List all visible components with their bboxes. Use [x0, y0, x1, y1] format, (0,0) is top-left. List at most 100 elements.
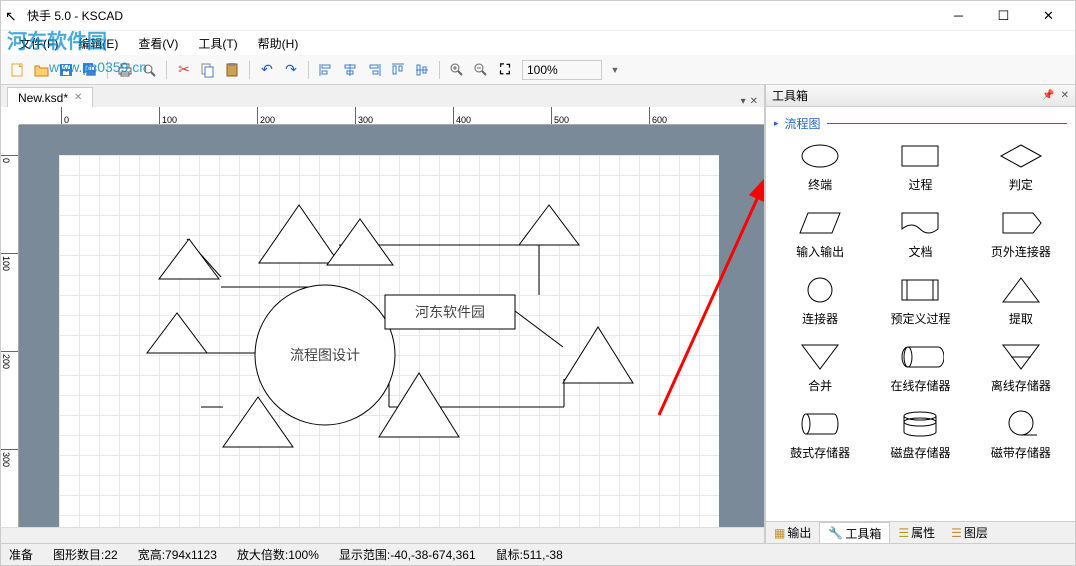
connector-shape[interactable]: 连接器	[774, 274, 866, 327]
zoom-in-icon[interactable]	[446, 59, 468, 81]
cut-icon[interactable]: ✂	[173, 59, 195, 81]
print-icon[interactable]	[114, 59, 136, 81]
paste-icon[interactable]	[221, 59, 243, 81]
ruler-tick: 0	[61, 107, 69, 125]
merge-shape-icon	[796, 341, 844, 373]
titlebar: ↖ 快手 5.0 - KSCAD ─ ☐ ✕	[1, 1, 1075, 31]
ruler-tick: 100	[159, 107, 177, 125]
zoom-out-icon[interactable]	[470, 59, 492, 81]
shape-label: 磁带存储器	[991, 444, 1051, 461]
predefined-shape[interactable]: 预定义过程	[874, 274, 966, 327]
new-icon[interactable]	[7, 59, 29, 81]
tab-close-all-icon[interactable]: ✕	[750, 96, 758, 107]
ruler-tick: 600	[649, 107, 667, 125]
shape-label: 离线存储器	[991, 377, 1051, 394]
tape-storage-shape[interactable]: 磁带存储器	[975, 408, 1067, 461]
shape-label: 预定义过程	[890, 310, 950, 327]
extract-shape[interactable]: 提取	[975, 274, 1067, 327]
zoom-value: 100%	[527, 63, 597, 77]
online-storage-shape[interactable]: 在线存储器	[874, 341, 966, 394]
menu-item[interactable]: 文件(F)	[9, 33, 68, 54]
align-left-icon[interactable]	[315, 59, 337, 81]
fit-icon[interactable]: ⛶	[494, 59, 516, 81]
ruler-horizontal: 0100200300400500600	[19, 107, 764, 125]
ruler-tick: 200	[1, 351, 19, 369]
panel-tab[interactable]: ☰图层	[943, 522, 996, 543]
zoom-dropdown-icon[interactable]: ▼	[604, 59, 626, 81]
drum-storage-shape[interactable]: 鼓式存储器	[774, 408, 866, 461]
panel-tab[interactable]: ☰属性	[890, 522, 943, 543]
panel-tab[interactable]: ▦输出	[766, 522, 819, 543]
document-shape[interactable]: 文档	[874, 207, 966, 260]
panel-tab[interactable]: 🔧工具箱	[819, 522, 890, 544]
scrollbar-horizontal[interactable]	[1, 527, 764, 543]
tab-label: New.ksd*	[18, 91, 68, 105]
toolbox-header: 工具箱 📌 ✕	[766, 85, 1075, 107]
terminal-shape[interactable]: 终端	[774, 140, 866, 193]
document-tabbar: New.ksd* ✕ ▾ ✕	[1, 85, 764, 107]
zoom-combo[interactable]: 100%	[522, 60, 602, 80]
copy-icon[interactable]	[197, 59, 219, 81]
align-right-icon[interactable]	[363, 59, 385, 81]
statusbar: 准备 图形数目:22 宽高:794x1123 放大倍数:100% 显示范围:-4…	[1, 543, 1075, 565]
app-window: ↖ 快手 5.0 - KSCAD ─ ☐ ✕ 河东软件园 www.pc0359.…	[0, 0, 1076, 566]
ruler-tick: 0	[1, 155, 19, 163]
ruler-tick: 500	[551, 107, 569, 125]
disk-storage-shape[interactable]: 磁盘存储器	[874, 408, 966, 461]
align-top-icon[interactable]	[387, 59, 409, 81]
canvas-viewport[interactable]: 河东软件园流程图设计	[19, 125, 764, 527]
close-button[interactable]: ✕	[1026, 2, 1071, 30]
ruler-tick: 400	[453, 107, 471, 125]
section-label[interactable]: ▸流程图	[774, 115, 1067, 132]
svg-text:河东软件园: 河东软件园	[415, 304, 485, 320]
undo-icon[interactable]: ↶	[256, 59, 278, 81]
status-zoom: 放大倍数:100%	[237, 546, 319, 563]
preview-icon[interactable]	[138, 59, 160, 81]
menu-item[interactable]: 查看(V)	[128, 33, 188, 54]
predefined-shape-icon	[896, 274, 944, 306]
io-shape[interactable]: 输入输出	[774, 207, 866, 260]
open-icon[interactable]	[31, 59, 53, 81]
status-mouse: 鼠标:511,-38	[496, 546, 563, 563]
ruler-tick: 100	[1, 253, 19, 271]
align-middle-icon[interactable]	[411, 59, 433, 81]
align-center-icon[interactable]	[339, 59, 361, 81]
menu-item[interactable]: 编辑(E)	[68, 33, 128, 54]
merge-shape[interactable]: 合并	[774, 341, 866, 394]
status-shapes: 图形数目:22	[53, 546, 118, 563]
process-shape-icon	[896, 140, 944, 172]
redo-icon[interactable]: ↷	[280, 59, 302, 81]
offline-storage-shape-icon	[997, 341, 1045, 373]
status-ready: 准备	[9, 546, 33, 563]
panel-close-icon[interactable]: ✕	[1061, 90, 1069, 101]
offline-storage-shape[interactable]: 离线存储器	[975, 341, 1067, 394]
drawing-paper[interactable]: 河东软件园流程图设计	[59, 155, 719, 527]
tape-storage-shape-icon	[997, 408, 1045, 440]
toolbar: ✂ ↶ ↷ ⛶ 100% ▼	[1, 55, 1075, 85]
save-all-icon[interactable]	[79, 59, 101, 81]
menu-item[interactable]: 工具(T)	[188, 33, 247, 54]
document-tab[interactable]: New.ksd* ✕	[7, 87, 93, 107]
panel-tabs: ▦输出🔧工具箱☰属性☰图层	[766, 521, 1075, 543]
decision-shape[interactable]: 判定	[975, 140, 1067, 193]
ruler-tick: 300	[355, 107, 373, 125]
tab-close-icon[interactable]: ✕	[74, 92, 82, 103]
extract-shape-icon	[997, 274, 1045, 306]
shape-label: 连接器	[802, 310, 838, 327]
minimize-button[interactable]: ─	[936, 2, 981, 30]
window-title: 快手 5.0 - KSCAD	[27, 7, 936, 24]
status-range: 显示范围:-40,-38-674,361	[339, 546, 476, 563]
decision-shape-icon	[997, 140, 1045, 172]
save-icon[interactable]	[55, 59, 77, 81]
menu-item[interactable]: 帮助(H)	[248, 33, 309, 54]
process-shape[interactable]: 过程	[874, 140, 966, 193]
shape-label: 鼓式存储器	[790, 444, 850, 461]
shape-label: 过程	[908, 176, 932, 193]
svg-text:流程图设计: 流程图设计	[290, 347, 360, 363]
menubar: 文件(F)编辑(E)查看(V)工具(T)帮助(H)	[1, 31, 1075, 55]
pin-icon[interactable]: 📌	[1042, 90, 1054, 101]
maximize-button[interactable]: ☐	[981, 2, 1026, 30]
offpage-shape[interactable]: 页外连接器	[975, 207, 1067, 260]
document-shape-icon	[896, 207, 944, 239]
tab-dropdown-icon[interactable]: ▾	[741, 96, 746, 107]
